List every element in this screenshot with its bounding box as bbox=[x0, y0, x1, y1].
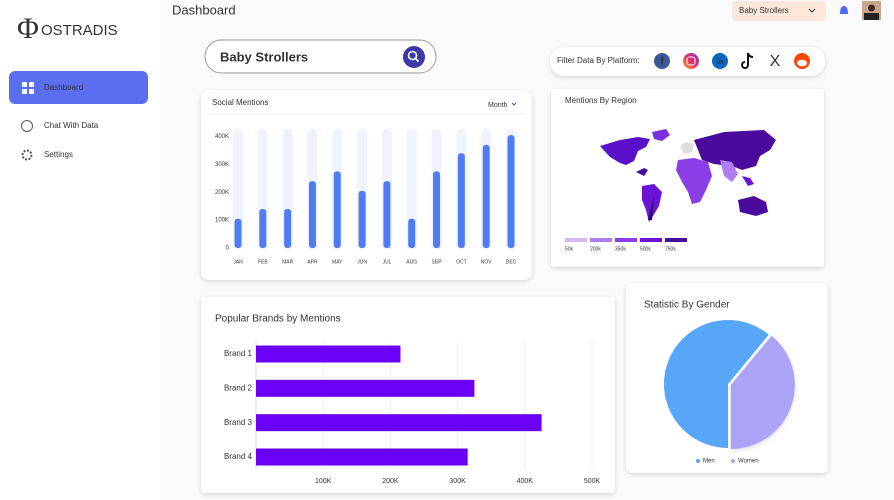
legend-label: 50k bbox=[565, 246, 574, 252]
facebook-icon[interactable] bbox=[654, 53, 670, 69]
bar bbox=[308, 181, 316, 248]
bar bbox=[433, 171, 441, 248]
x-tick-label: JUN bbox=[357, 259, 367, 265]
linkedin-letters: in bbox=[717, 59, 723, 66]
legend-dot bbox=[731, 459, 735, 463]
dashboard-icon bbox=[22, 82, 34, 94]
y-tick-label: 200K bbox=[215, 190, 229, 196]
bar bbox=[256, 448, 468, 466]
chevron bbox=[808, 8, 816, 13]
bar bbox=[457, 153, 465, 248]
linkedin-icon[interactable] bbox=[712, 53, 728, 69]
pie-slice bbox=[664, 319, 769, 448]
x-tick-label: OCT bbox=[456, 259, 467, 265]
world-map bbox=[600, 129, 776, 222]
bar bbox=[383, 181, 391, 248]
y-tick-label: Brand 3 bbox=[224, 418, 253, 427]
chat-icon bbox=[21, 120, 33, 132]
x-tick-label: 100K bbox=[315, 478, 332, 485]
bar bbox=[256, 379, 475, 397]
avatar-body bbox=[864, 13, 879, 20]
logo-symbol: Φ bbox=[17, 12, 39, 45]
bar bbox=[256, 345, 401, 363]
chart-title: Social Mentions bbox=[212, 98, 268, 107]
search-icon bbox=[414, 57, 420, 63]
legend-label: 200k bbox=[590, 246, 601, 252]
legend-label: 500k bbox=[640, 246, 651, 252]
x-tick-label: 200K bbox=[382, 478, 399, 485]
legend-swatch bbox=[640, 238, 662, 242]
product-select[interactable] bbox=[732, 1, 826, 21]
bar bbox=[482, 144, 490, 248]
bar bbox=[234, 218, 242, 248]
bar bbox=[408, 218, 416, 248]
y-tick-label: Brand 1 bbox=[224, 349, 253, 358]
bar bbox=[259, 209, 267, 248]
legend-swatch bbox=[565, 238, 587, 242]
header-title: Dashboard bbox=[172, 2, 236, 17]
legend-label: 350k bbox=[615, 246, 626, 252]
x-tick-label: JAN bbox=[233, 259, 243, 265]
search-text: Baby Strollers bbox=[220, 49, 308, 64]
x-icon[interactable]: X bbox=[770, 53, 781, 70]
search-box[interactable] bbox=[204, 39, 437, 74]
bell-icon[interactable] bbox=[840, 6, 848, 14]
y-tick-label: 400K bbox=[215, 134, 229, 140]
nav-item[interactable]: Dashboard bbox=[44, 83, 83, 92]
nav-active[interactable] bbox=[9, 71, 148, 104]
chart-title: Statistic By Gender bbox=[644, 300, 730, 311]
y-tick-label: 0 bbox=[226, 246, 230, 252]
settings-icon bbox=[21, 149, 33, 161]
instagram-glyph bbox=[686, 56, 696, 66]
reddit-glyph bbox=[797, 59, 807, 67]
nav-item[interactable]: Chat With Data bbox=[44, 121, 99, 130]
pie-slice bbox=[730, 335, 795, 450]
chart-title: Mentions By Region bbox=[565, 96, 637, 105]
period-select[interactable]: Month bbox=[488, 102, 508, 109]
legend-swatch bbox=[590, 238, 612, 242]
chart-title: Popular Brands by Mentions bbox=[215, 314, 341, 325]
x-tick-label: DEC bbox=[506, 259, 517, 265]
bar bbox=[333, 171, 341, 248]
x-tick-label: SEP bbox=[432, 259, 443, 265]
bar bbox=[507, 135, 515, 248]
logo-text: OSTRADIS bbox=[41, 22, 118, 39]
legend-swatch bbox=[665, 238, 687, 242]
legend-label: 750k bbox=[665, 246, 676, 252]
avatar-head bbox=[868, 4, 875, 12]
bar bbox=[256, 414, 542, 432]
bar bbox=[284, 209, 292, 248]
instagram-icon[interactable] bbox=[683, 53, 699, 69]
x-tick-label: MAY bbox=[332, 259, 343, 265]
legend-label: Men bbox=[703, 459, 715, 465]
x-tick-label: NOV bbox=[481, 259, 493, 265]
search-button[interactable] bbox=[403, 46, 425, 68]
x-tick-label: AUG bbox=[406, 259, 417, 265]
bar bbox=[358, 190, 366, 248]
facebook-letter: f bbox=[660, 57, 664, 68]
x-tick-label: 400K bbox=[517, 478, 534, 485]
product-select-text: Baby Strollers bbox=[739, 6, 789, 15]
search-icon bbox=[407, 50, 418, 61]
legend-swatch bbox=[615, 238, 637, 242]
legend-dot bbox=[696, 459, 700, 463]
filter-label: Filter Data By Platform: bbox=[557, 56, 640, 65]
x-tick-label: APR bbox=[307, 259, 318, 265]
x-tick-label: JUL bbox=[382, 259, 391, 265]
x-tick-label: FEB bbox=[258, 259, 268, 265]
y-tick-label: Brand 4 bbox=[224, 452, 253, 461]
y-tick-label: Brand 2 bbox=[224, 383, 253, 392]
legend-label: Women bbox=[738, 459, 759, 465]
chevron bbox=[511, 102, 517, 106]
tiktok-icon[interactable] bbox=[741, 52, 754, 69]
nav-item[interactable]: Settings bbox=[44, 150, 73, 159]
x-tick-label: 300K bbox=[449, 478, 466, 485]
x-tick-label: MAR bbox=[282, 259, 294, 265]
x-tick-label: 500K bbox=[584, 478, 601, 485]
y-tick-label: 300K bbox=[215, 162, 229, 168]
y-tick-label: 100K bbox=[215, 218, 229, 224]
